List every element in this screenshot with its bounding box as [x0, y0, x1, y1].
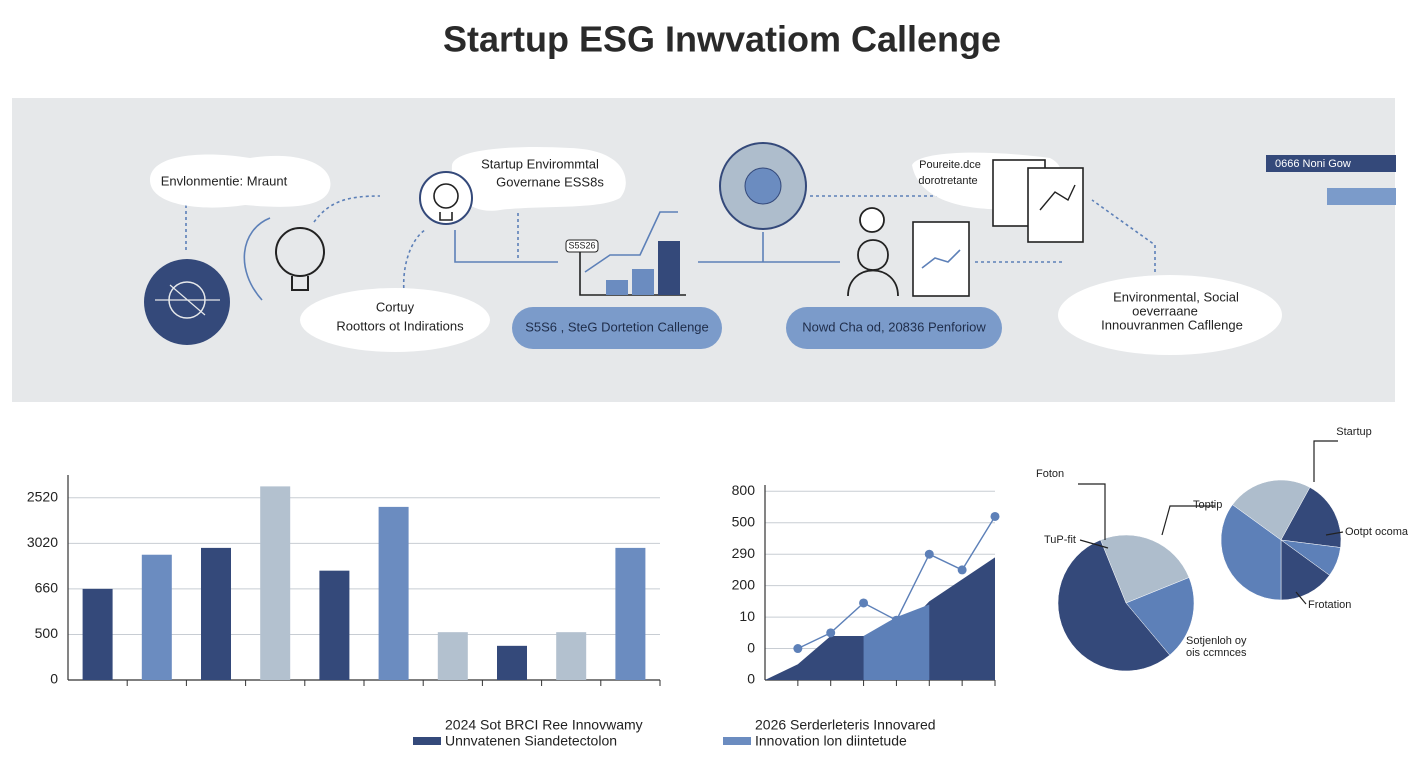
- pie-slice: [1057, 539, 1171, 672]
- y-tick-label: 500: [732, 513, 756, 529]
- y-tick-label: 800: [732, 482, 756, 498]
- y-tick-label: 290: [732, 545, 756, 561]
- y-tick-label: 0: [747, 639, 755, 655]
- point: [826, 628, 836, 638]
- pie-slice: [1280, 487, 1342, 548]
- annotation: Startup: [1336, 426, 1371, 438]
- leader-line: [1161, 505, 1215, 536]
- y-tick-label: 200: [732, 576, 756, 592]
- leader-line: [1078, 483, 1106, 540]
- leader-line: [1313, 440, 1338, 482]
- annotation: TuP-fit: [1044, 534, 1076, 546]
- annotation: Sotjenloh oy: [1186, 635, 1247, 647]
- bubble-text: Startup Envirommtal: [481, 156, 599, 171]
- pie-slice: [1100, 534, 1190, 604]
- y-tick-label: 0: [747, 671, 755, 687]
- bar: [82, 588, 113, 680]
- bar: [260, 486, 291, 680]
- bubble-text: Cortuy: [376, 299, 415, 314]
- bubble-text: dorotretante: [918, 175, 977, 187]
- legend-title: 2024 Sot BRCI Ree Innovwamy: [445, 717, 643, 733]
- bar: [141, 554, 172, 680]
- diagram-panel: [12, 98, 1395, 402]
- y-tick-label: 660: [35, 580, 59, 596]
- bubble-text: oeverraane: [1132, 303, 1198, 318]
- y-tick-label: 0: [50, 671, 58, 687]
- bubble-text: Innouvranmen Cafllenge: [1101, 317, 1243, 332]
- bar: [497, 645, 527, 680]
- area: [863, 604, 930, 680]
- legend-title: 2026 Serderleteris Innovared: [755, 717, 936, 733]
- legend-label: Innovation lon diintetude: [755, 733, 907, 749]
- annotation: Foton: [1036, 468, 1064, 480]
- header-tag: 0666 Noni Gow: [1275, 158, 1351, 170]
- bar: [201, 547, 231, 680]
- pie-slice: [1232, 479, 1311, 541]
- bubble-text: Governane ESS8s: [496, 174, 604, 189]
- header-tag-bg: [1266, 155, 1396, 172]
- bar: [556, 632, 587, 680]
- pie-slice: [1220, 504, 1282, 601]
- page-title: Startup ESG Inwvatiom Callenge: [443, 19, 1001, 60]
- point: [859, 598, 869, 608]
- pill-text: Nowd Cha od, 20836 Penforiow: [802, 319, 986, 334]
- pie-slice: [1125, 577, 1195, 656]
- point: [990, 511, 1000, 521]
- annotation: Toptip: [1193, 499, 1222, 511]
- tag-bar: [1327, 188, 1396, 205]
- y-tick-label: 500: [35, 625, 59, 641]
- bubble-text: Envlonmentie: Mraunt: [161, 173, 288, 188]
- point: [891, 615, 901, 625]
- annotation: ois ccmnces: [1186, 647, 1247, 659]
- annotation: Frotation: [1308, 599, 1351, 611]
- y-tick-label: 10: [739, 608, 755, 624]
- bubble-text: Environmental, Social: [1113, 289, 1239, 304]
- connectors: [185, 195, 1156, 301]
- point: [793, 644, 803, 654]
- leader-line: [1079, 539, 1109, 549]
- y-tick-label: 2520: [27, 488, 58, 504]
- legend-label: Unnvatenen Siandetectolon: [445, 733, 617, 749]
- bubble-text: Poureite.dce: [919, 159, 981, 171]
- bar: [319, 570, 350, 680]
- area: [765, 557, 995, 680]
- legend-swatch: [723, 737, 751, 745]
- pill-text: S5S6 , SteG Dortetion Callenge: [525, 319, 709, 334]
- pill: [786, 307, 1002, 349]
- point: [957, 565, 967, 575]
- legend-swatch: [413, 737, 441, 745]
- chart-tag: S5S26: [568, 240, 595, 250]
- pill: [512, 307, 722, 349]
- bar: [615, 547, 646, 680]
- pie-slice: [1280, 539, 1330, 601]
- icons: [144, 142, 1084, 345]
- point: [924, 549, 934, 559]
- bar: [378, 506, 409, 680]
- bar: [437, 632, 468, 680]
- y-tick-label: 3020: [27, 534, 58, 550]
- annotation: Ootpt ocomac: [1345, 526, 1408, 538]
- bubble-text: Roottors ot Indirations: [336, 318, 464, 333]
- leader-line: [1325, 531, 1344, 536]
- diagram: Envlonmentie: Mraunt Startup Envirommtal…: [12, 98, 1396, 402]
- leader-line: [1295, 591, 1307, 605]
